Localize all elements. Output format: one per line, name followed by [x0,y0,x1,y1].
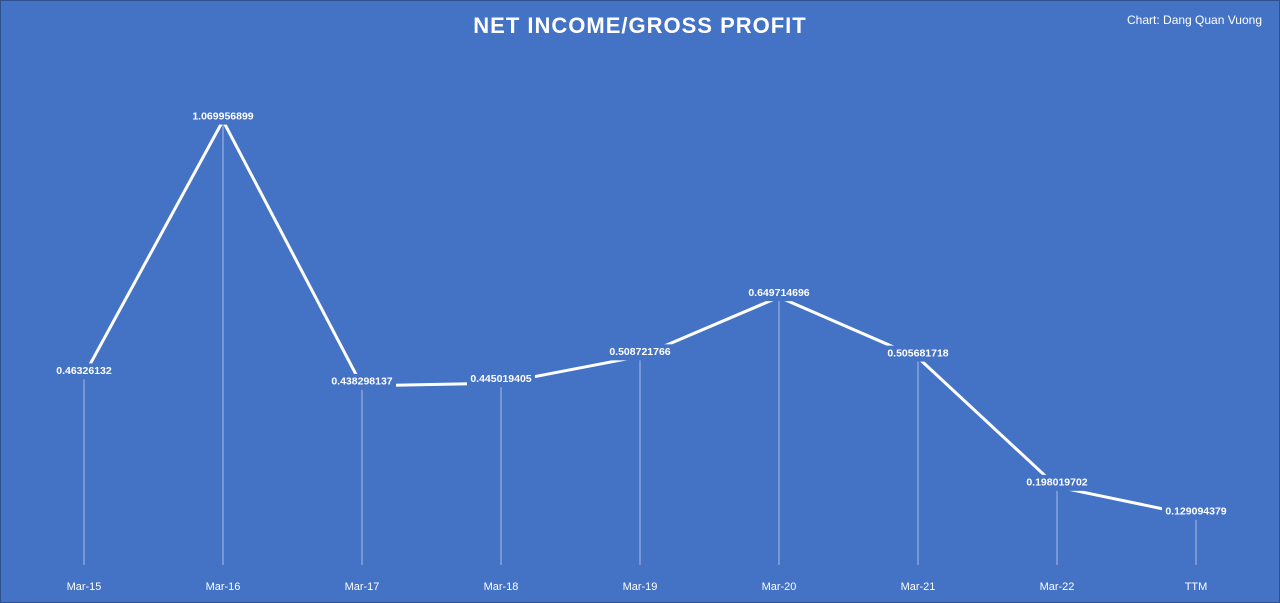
label-bg [467,371,535,388]
data-label: 0.505681718 [887,347,948,359]
label-bg [50,363,118,380]
x-tick-label: Mar-17 [345,581,380,593]
label-bg [328,373,396,390]
x-tick-label: Mar-20 [762,581,797,593]
source-note: Chart: Dang Quan Vuong [1127,13,1262,27]
chart-title: NET INCOME/GROSS PROFIT [473,13,806,38]
x-tick-label: Mar-19 [623,581,658,593]
x-tick-label: Mar-21 [901,581,936,593]
label-bg [606,344,674,361]
label-bg [884,345,952,362]
x-tick-label: Mar-16 [206,581,241,593]
data-label: 0.438298137 [331,376,392,388]
data-label: 0.508721766 [609,346,670,358]
data-label: 0.649714696 [748,287,809,299]
data-label: 0.445019405 [470,373,531,385]
data-label: 1.069956899 [192,110,253,122]
data-label: 0.198019702 [1026,477,1087,489]
label-bg [745,285,813,302]
x-tick-label: TTM [1185,581,1208,593]
x-tick-label: Mar-22 [1040,581,1075,593]
data-label: 0.46326132 [56,365,112,377]
x-tick-label: Mar-15 [67,581,102,593]
label-bg [1162,503,1230,520]
x-tick-label: Mar-18 [484,581,519,593]
label-bg [189,108,257,125]
label-bg [1023,474,1091,491]
data-label: 0.129094379 [1165,506,1226,518]
